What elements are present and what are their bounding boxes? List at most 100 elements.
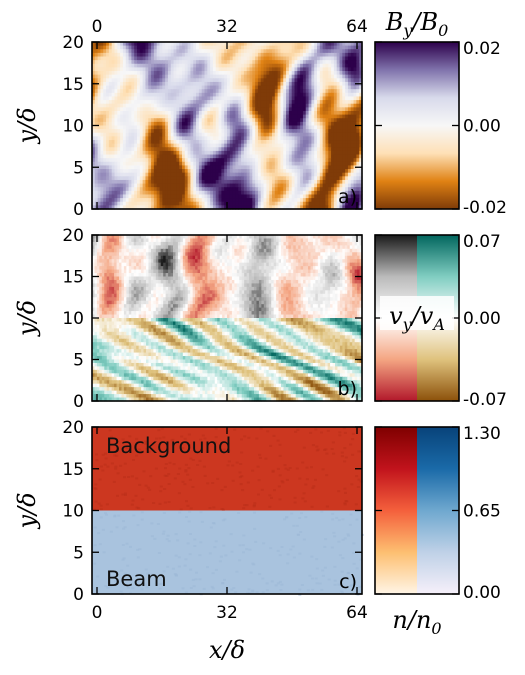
field-cell bbox=[257, 158, 262, 163]
field-cell bbox=[196, 183, 200, 188]
field-cell bbox=[176, 45, 180, 50]
field-cell bbox=[137, 52, 141, 58]
field-cell bbox=[122, 169, 127, 174]
field-cell bbox=[294, 118, 298, 123]
field-cell bbox=[128, 179, 132, 185]
field-cell bbox=[173, 74, 177, 79]
field-cell bbox=[133, 241, 137, 246]
field-cell bbox=[252, 179, 256, 185]
field-cell bbox=[227, 150, 231, 156]
field-cell bbox=[212, 42, 217, 47]
field-cell bbox=[328, 140, 332, 145]
field-cell bbox=[332, 248, 336, 253]
field-cell bbox=[151, 143, 155, 148]
field-cell bbox=[252, 103, 256, 108]
field-cell bbox=[280, 92, 284, 98]
field-cell bbox=[255, 190, 259, 196]
field-cell bbox=[291, 56, 296, 61]
field-cell bbox=[280, 165, 284, 170]
field-cell bbox=[241, 110, 245, 116]
field-cell bbox=[170, 67, 175, 72]
field-cell bbox=[314, 136, 318, 141]
field-cell bbox=[202, 235, 206, 240]
field-cell bbox=[272, 136, 276, 141]
field-cell bbox=[269, 85, 273, 90]
field-cell bbox=[325, 179, 329, 185]
field-cell bbox=[229, 100, 234, 105]
field-cell bbox=[249, 172, 253, 177]
field-cell bbox=[111, 96, 116, 101]
field-cell bbox=[336, 74, 341, 79]
field-cell bbox=[156, 107, 161, 112]
field-cell bbox=[300, 81, 304, 87]
field-cell bbox=[167, 67, 172, 72]
field-cell bbox=[159, 154, 163, 159]
field-cell bbox=[314, 176, 318, 181]
field-cell bbox=[263, 60, 267, 65]
field-cell bbox=[167, 183, 172, 188]
field-cell bbox=[128, 60, 132, 65]
field-cell bbox=[165, 241, 169, 246]
field-cell bbox=[356, 176, 360, 181]
field-cell bbox=[300, 140, 304, 145]
field-cell bbox=[94, 194, 99, 199]
field-cell bbox=[336, 205, 341, 210]
field-cell bbox=[204, 201, 208, 206]
field-cell bbox=[359, 45, 363, 50]
field-cell bbox=[212, 92, 217, 98]
field-cell bbox=[142, 205, 147, 210]
field-cell bbox=[297, 100, 301, 105]
field-cell bbox=[356, 190, 360, 196]
field-cell bbox=[243, 121, 248, 127]
field-cell bbox=[255, 169, 259, 174]
field-cell bbox=[243, 92, 248, 98]
field-cell bbox=[190, 118, 194, 123]
field-cell bbox=[173, 136, 177, 141]
field-cell bbox=[111, 147, 116, 152]
field-cell bbox=[320, 238, 324, 243]
field-cell bbox=[333, 172, 338, 177]
field-cell bbox=[269, 129, 273, 134]
field-cell bbox=[347, 169, 352, 174]
field-cell bbox=[328, 125, 332, 130]
field-cell bbox=[288, 140, 293, 145]
field-cell bbox=[103, 63, 107, 69]
field-cell bbox=[336, 110, 341, 116]
field-cell bbox=[317, 183, 321, 188]
field-cell bbox=[300, 165, 304, 170]
field-cell bbox=[335, 248, 339, 253]
field-cell bbox=[201, 172, 206, 177]
field-cell bbox=[217, 238, 221, 243]
field-cell bbox=[246, 179, 251, 185]
field-cell bbox=[229, 154, 234, 159]
field-cell bbox=[293, 248, 297, 253]
field-cell bbox=[327, 235, 331, 240]
field-cell bbox=[353, 198, 357, 203]
field-cell bbox=[227, 71, 231, 76]
field-cell bbox=[182, 205, 186, 210]
field-cell bbox=[201, 71, 206, 76]
field-cell bbox=[283, 114, 287, 119]
field-cell bbox=[136, 245, 140, 250]
field-cell bbox=[272, 74, 276, 79]
field-cell bbox=[246, 52, 251, 58]
field-cell bbox=[182, 96, 186, 101]
field-cell bbox=[359, 89, 363, 94]
field-cell bbox=[193, 129, 197, 134]
field-cell bbox=[280, 176, 284, 181]
field-cell bbox=[249, 165, 253, 170]
field-cell bbox=[106, 63, 110, 69]
field-cell bbox=[138, 252, 142, 257]
field-cell bbox=[196, 100, 200, 105]
field-cell bbox=[179, 89, 183, 94]
field-cell bbox=[117, 143, 121, 148]
field-cell bbox=[238, 121, 242, 127]
field-cell bbox=[274, 110, 279, 116]
field-cell bbox=[210, 172, 214, 177]
field-cell bbox=[297, 118, 301, 123]
field-cell bbox=[176, 89, 180, 94]
field-cell bbox=[359, 118, 363, 123]
field-cell bbox=[142, 125, 147, 130]
field-cell bbox=[249, 150, 253, 156]
field-cell bbox=[333, 107, 338, 112]
